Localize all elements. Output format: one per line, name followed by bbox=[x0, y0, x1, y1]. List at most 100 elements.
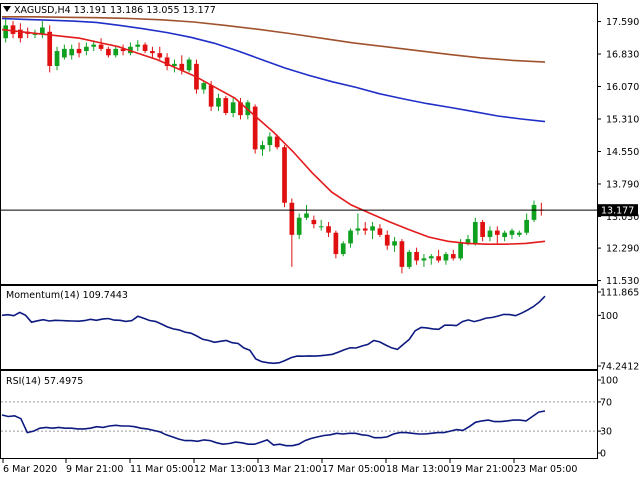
price-tick-label: 13.790 bbox=[606, 179, 639, 190]
time-tick-label: 12 Mar 13:00 bbox=[194, 464, 257, 475]
symbol-header-text: XAGUSD,H4 13.191 13.186 13.055 13.177 bbox=[14, 5, 216, 16]
candle-body bbox=[76, 48, 82, 54]
rsi-panel[interactable]: 100 70 30 0 RSI(14) 57.4975 bbox=[0, 370, 619, 460]
candle-body bbox=[91, 44, 97, 47]
candle-body bbox=[17, 29, 23, 39]
time-tick-label: 18 Mar 13:00 bbox=[386, 464, 449, 475]
candle-body bbox=[406, 251, 412, 267]
candle-body bbox=[502, 232, 507, 237]
time-tick-label: 23 Mar 05:00 bbox=[514, 464, 577, 475]
candle-body bbox=[10, 25, 16, 34]
price-tick-label: 15.310 bbox=[606, 114, 639, 125]
candle-body bbox=[208, 85, 214, 107]
current-price-marker: 13.177 bbox=[0, 204, 638, 217]
candle-body bbox=[3, 25, 9, 39]
indicator-tick-label: 74.2412 bbox=[600, 362, 639, 373]
time-tick-label: 17 Mar 05:00 bbox=[322, 464, 385, 475]
momentum-panel[interactable]: 111.8655 100 74.2412 Momentum(14) 109.7443 bbox=[0, 285, 640, 373]
candle-body bbox=[531, 204, 537, 220]
candle-body bbox=[62, 48, 67, 58]
candle-body bbox=[392, 241, 397, 246]
candle-body bbox=[428, 256, 434, 259]
candle-body bbox=[238, 102, 243, 116]
time-tick-label: 9 Mar 21:00 bbox=[66, 464, 123, 475]
momentum-line bbox=[1, 295, 546, 365]
candle-body bbox=[40, 27, 45, 34]
moving-average-fast-line bbox=[1, 28, 546, 245]
momentum-axis: 111.8655 100 74.2412 bbox=[597, 288, 640, 373]
candle-body bbox=[355, 228, 361, 231]
price-tick-label: 17.590 bbox=[606, 17, 639, 28]
candle-body bbox=[84, 46, 89, 52]
rsi-title: RSI(14) 57.4975 bbox=[6, 376, 83, 387]
current-price-label: 13.177 bbox=[601, 206, 634, 217]
candle-body bbox=[443, 254, 449, 261]
candle-body bbox=[113, 48, 119, 56]
candle-body bbox=[289, 202, 295, 235]
momentum-title: Momentum(14) 109.7443 bbox=[6, 290, 128, 301]
price-tick-label: 14.550 bbox=[606, 147, 639, 158]
candle-body bbox=[274, 136, 280, 148]
candle-body bbox=[304, 213, 309, 218]
candle-body bbox=[436, 256, 441, 261]
candle-body bbox=[54, 51, 60, 66]
time-tick-label: 13 Mar 21:00 bbox=[258, 464, 321, 475]
candle-body bbox=[421, 258, 427, 261]
candle-body bbox=[311, 219, 317, 225]
candle-body bbox=[260, 145, 265, 150]
candle-body bbox=[487, 230, 493, 237]
candle-body bbox=[120, 48, 126, 52]
candle-body bbox=[377, 228, 383, 235]
candle-body bbox=[135, 44, 141, 47]
candle-body bbox=[414, 251, 419, 261]
moving-average-slow-line bbox=[2, 15, 546, 63]
candle-body bbox=[494, 230, 500, 235]
indicator-tick-label: 111.8655 bbox=[600, 288, 640, 299]
candle-body bbox=[223, 98, 229, 114]
chevron-down-icon[interactable] bbox=[3, 6, 11, 12]
candle-body bbox=[157, 53, 163, 58]
indicator-tick-label: 100 bbox=[600, 376, 618, 387]
rsi-axis: 100 70 30 0 bbox=[597, 376, 618, 460]
candle-body bbox=[172, 63, 177, 66]
indicator-tick-label: 30 bbox=[600, 427, 612, 438]
price-tick-label: 13.030 bbox=[606, 212, 639, 223]
rsi-line bbox=[1, 410, 546, 447]
time-tick-label: 6 Mar 2020 bbox=[3, 464, 57, 475]
indicator-tick-label: 100 bbox=[600, 311, 618, 322]
price-panel[interactable]: 17.590 16.830 16.070 15.310 14.550 13.790 13.0… bbox=[0, 3, 639, 288]
price-tick-label: 12.290 bbox=[606, 244, 639, 255]
candle-body bbox=[318, 226, 324, 228]
candle-body bbox=[69, 48, 75, 56]
candle-body bbox=[472, 222, 478, 244]
candle-body bbox=[282, 147, 287, 203]
candle-body bbox=[370, 226, 375, 231]
candle-body bbox=[267, 136, 273, 146]
candle-body bbox=[450, 254, 456, 259]
candle-body bbox=[458, 243, 463, 259]
candle-body bbox=[106, 48, 111, 56]
price-axis: 17.590 16.830 16.070 15.310 14.550 13.790 13.0… bbox=[597, 17, 639, 287]
candle-body bbox=[201, 83, 207, 90]
candle-body bbox=[384, 234, 390, 246]
candle-body bbox=[524, 219, 530, 233]
candle-body bbox=[340, 243, 346, 255]
candle-body bbox=[465, 239, 471, 244]
candle-body bbox=[142, 44, 148, 52]
candle-body bbox=[179, 63, 185, 71]
time-axis: 6 Mar 2020 9 Mar 21:00 11 Mar 05:00 12 Mar … bbox=[2, 459, 577, 475]
rsi-panel-frame bbox=[0, 370, 598, 459]
price-panel-frame bbox=[0, 3, 598, 285]
candle-body bbox=[230, 102, 236, 114]
current-price-box bbox=[598, 204, 638, 217]
candle-body bbox=[399, 241, 405, 267]
candle-body bbox=[216, 98, 221, 107]
rsi-marks bbox=[1, 401, 597, 447]
time-tick-label: 19 Mar 21:00 bbox=[450, 464, 513, 475]
candle-body bbox=[164, 57, 170, 66]
candle-body bbox=[516, 232, 522, 235]
price-tick-label: 16.070 bbox=[606, 82, 639, 93]
indicator-tick-label: 0 bbox=[600, 449, 606, 460]
